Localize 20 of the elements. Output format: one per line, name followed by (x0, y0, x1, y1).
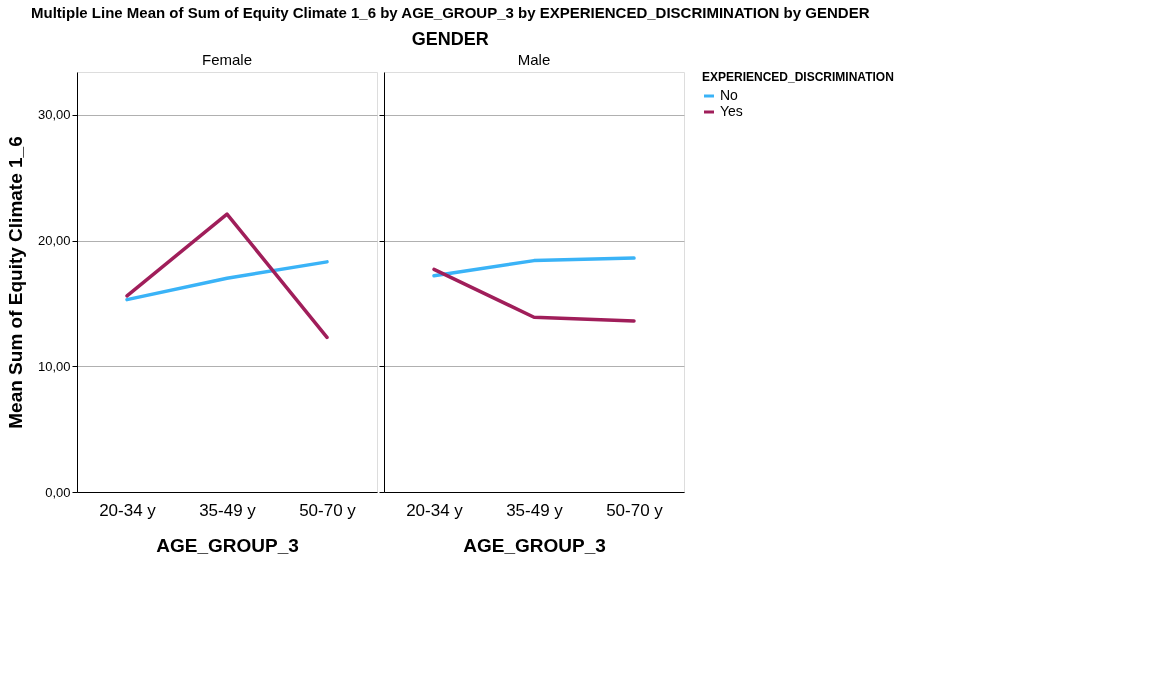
text: GENDER (411, 28, 489, 49)
chart-title: Female (201, 51, 253, 68)
y-axis-title: Mean Sum of Equity Climate 1_6 (4, 136, 26, 429)
y-tick-label: 0,00 (45, 484, 71, 500)
legend-title: EXPERIENCED_DISCRIMINATION (702, 70, 894, 84)
y-tick-label: 10,00 (37, 358, 71, 374)
x-tick-label: 35-49 y (506, 500, 564, 520)
x-tick-label: 50-70 y (299, 500, 357, 520)
x-tick-label: 50-70 y (606, 500, 664, 520)
x-axis-title: AGE_GROUP_3 (156, 534, 299, 556)
y-tick-label: 30,00 (37, 107, 71, 123)
text: Multiple Line Mean of Sum of Equity Climate 1_6 by AGE_GROUP_3 by EXPERIENCED_DISCRIMINATION by GENDER (30, 3, 870, 21)
x-tick-label: 20-34 y (99, 500, 157, 520)
chart-title: Male (517, 51, 551, 68)
legend-label: Yes (720, 103, 743, 119)
x-axis-title: AGE_GROUP_3 (463, 534, 606, 556)
x-tick-label: 35-49 y (199, 500, 257, 520)
x-tick-label: 20-34 y (406, 500, 464, 520)
y-tick-label: 20,00 (37, 233, 71, 248)
legend-label: No (720, 87, 739, 103)
